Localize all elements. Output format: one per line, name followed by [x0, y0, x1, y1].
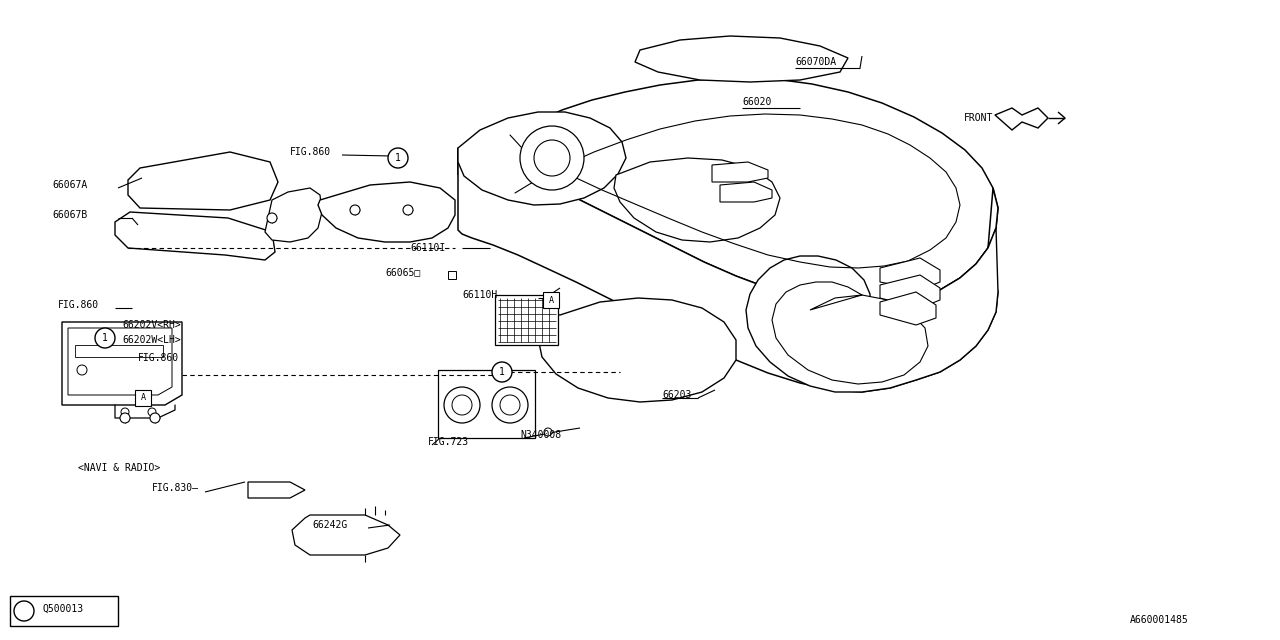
Polygon shape [916, 188, 998, 380]
Polygon shape [438, 370, 535, 438]
Polygon shape [458, 78, 998, 305]
Polygon shape [292, 515, 401, 555]
Bar [76, 345, 163, 357]
Text: 66242G: 66242G [312, 520, 347, 530]
Text: A: A [549, 296, 553, 305]
Text: 66202W<LH>: 66202W<LH> [122, 335, 180, 345]
Circle shape [492, 387, 529, 423]
Text: FIG.860: FIG.860 [138, 353, 179, 363]
Text: 66067A: 66067A [52, 180, 87, 190]
Polygon shape [614, 158, 780, 242]
Polygon shape [115, 212, 275, 260]
Text: <NAVI & RADIO>: <NAVI & RADIO> [78, 463, 160, 473]
Polygon shape [317, 182, 454, 242]
Text: A: A [141, 394, 146, 403]
Text: A660001485: A660001485 [1130, 615, 1189, 625]
Text: 1: 1 [396, 153, 401, 163]
Circle shape [500, 395, 520, 415]
Text: 1: 1 [20, 606, 27, 616]
Polygon shape [635, 36, 849, 82]
Polygon shape [772, 282, 928, 384]
Circle shape [544, 428, 552, 436]
Polygon shape [881, 258, 940, 290]
Text: 66203: 66203 [662, 390, 691, 400]
Text: 66110H: 66110H [462, 290, 497, 300]
Circle shape [14, 601, 35, 621]
Polygon shape [265, 188, 323, 242]
Circle shape [520, 126, 584, 190]
Text: N340008: N340008 [520, 430, 561, 440]
Bar [448, 271, 456, 279]
Bar [134, 390, 151, 406]
Polygon shape [746, 228, 998, 392]
Polygon shape [495, 295, 558, 345]
Circle shape [268, 213, 276, 223]
Text: 1: 1 [499, 367, 504, 377]
Circle shape [150, 413, 160, 423]
Polygon shape [128, 152, 278, 210]
Text: 66020: 66020 [742, 97, 772, 107]
Text: FIG.830―: FIG.830― [152, 483, 198, 493]
Polygon shape [995, 108, 1048, 130]
Polygon shape [538, 298, 736, 402]
Text: FIG.723: FIG.723 [428, 437, 470, 447]
Circle shape [122, 408, 129, 416]
Circle shape [77, 365, 87, 375]
Text: FRONT: FRONT [964, 113, 993, 123]
Circle shape [492, 362, 512, 382]
Circle shape [534, 140, 570, 176]
Polygon shape [68, 328, 172, 395]
Text: Q500013: Q500013 [42, 604, 83, 614]
Circle shape [388, 148, 408, 168]
Circle shape [148, 408, 156, 416]
Text: FIG.860: FIG.860 [58, 300, 99, 310]
Text: 66202V<RH>: 66202V<RH> [122, 320, 180, 330]
Circle shape [403, 205, 413, 215]
Polygon shape [712, 162, 768, 182]
Text: 66067B: 66067B [52, 210, 87, 220]
Text: 1: 1 [102, 333, 108, 343]
Circle shape [452, 395, 472, 415]
Polygon shape [458, 148, 916, 392]
Polygon shape [881, 292, 936, 325]
Polygon shape [721, 182, 772, 202]
Polygon shape [248, 482, 305, 498]
Circle shape [95, 328, 115, 348]
Text: 66065□: 66065□ [385, 267, 420, 277]
Circle shape [120, 413, 131, 423]
Bar [543, 292, 559, 308]
Polygon shape [61, 322, 182, 405]
Polygon shape [881, 275, 940, 308]
Polygon shape [458, 112, 626, 205]
Circle shape [349, 205, 360, 215]
Bar [10, 596, 118, 626]
Circle shape [444, 387, 480, 423]
Text: FIG.860: FIG.860 [291, 147, 332, 157]
Text: 66070DA: 66070DA [795, 57, 836, 67]
Text: 66110I: 66110I [410, 243, 445, 253]
